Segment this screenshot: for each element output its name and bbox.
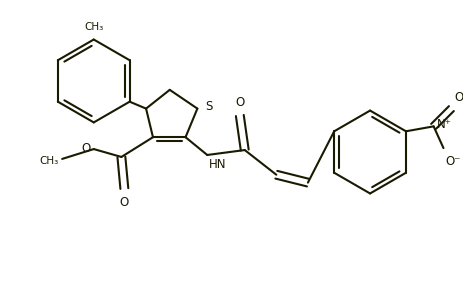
Text: O: O [81, 142, 91, 154]
Text: N⁺: N⁺ [437, 118, 451, 131]
Text: HN: HN [209, 158, 227, 171]
Text: O: O [120, 196, 129, 209]
Text: CH₃: CH₃ [84, 21, 103, 32]
Text: O: O [454, 91, 463, 104]
Text: O: O [235, 95, 244, 109]
Text: O⁻: O⁻ [445, 155, 461, 168]
Text: CH₃: CH₃ [39, 156, 58, 166]
Text: S: S [205, 100, 213, 113]
